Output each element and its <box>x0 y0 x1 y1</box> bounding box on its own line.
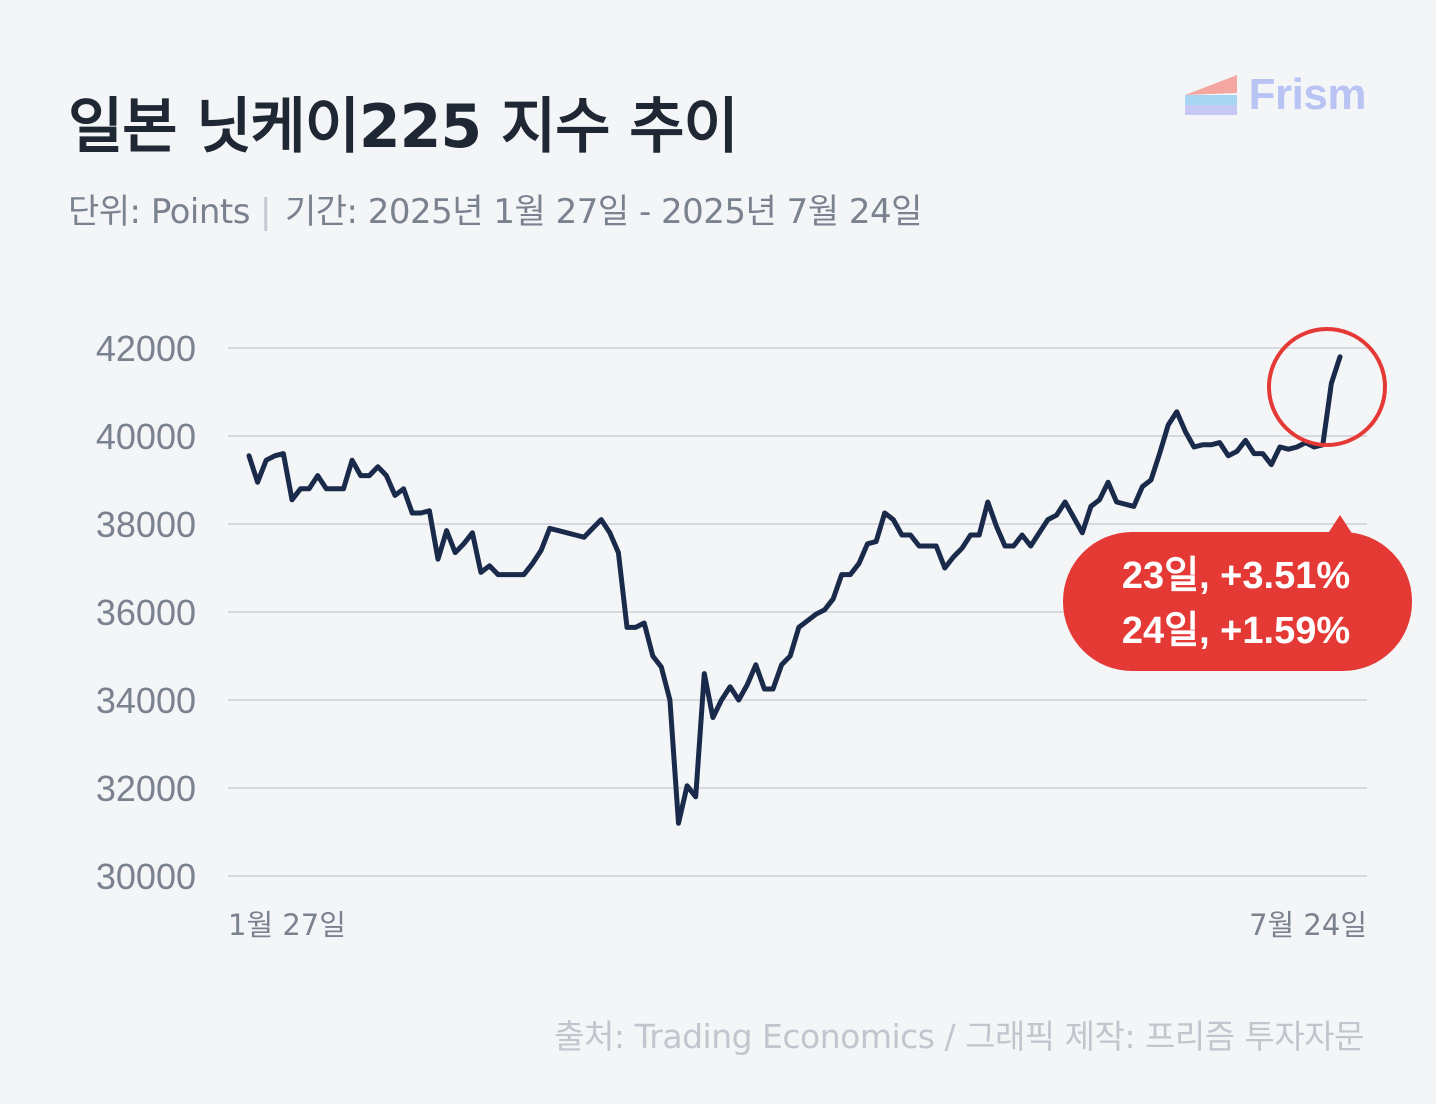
source-note: 출처: Trading Economics / 그래픽 제작: 프리즘 투자자문 <box>554 1017 1364 1056</box>
y-tick-label: 42000 <box>96 328 196 369</box>
y-tick-label: 36000 <box>96 592 196 633</box>
annotation-line-1: 23일, +3.51% <box>1122 555 1350 597</box>
y-axis-ticks: 42000 40000 38000 36000 34000 32000 30000 <box>96 328 196 897</box>
annotation-line-2: 24일, +1.59% <box>1122 610 1350 652</box>
subtitle: 단위: Points | 기간: 2025년 1월 27일 - 2025년 7월 2… <box>68 184 922 233</box>
logo-text: Frism <box>1248 70 1367 119</box>
period-label: 기간: 2025년 1월 27일 - 2025년 7월 24일 <box>284 192 922 232</box>
unit-label: 단위: Points <box>68 192 250 232</box>
separator: | <box>259 192 271 232</box>
y-tick-label: 30000 <box>96 856 196 897</box>
y-tick-label: 40000 <box>96 416 196 457</box>
callout-box <box>1063 532 1412 671</box>
x-tick-label: 1월 27일 <box>228 908 346 942</box>
annotation-callout: 23일, +3.51% 24일, +1.59% <box>1063 515 1412 671</box>
brand-logo: Frism <box>1183 70 1367 120</box>
x-axis-labels: 1월 27일 7월 24일 <box>228 908 1367 942</box>
x-tick-label: 7월 24일 <box>1249 908 1367 942</box>
page-title: 일본 닛케이225 지수 추이 <box>68 92 739 162</box>
y-tick-label: 34000 <box>96 680 196 721</box>
y-tick-label: 38000 <box>96 504 196 545</box>
highlight-circle <box>1267 327 1387 447</box>
y-tick-label: 32000 <box>96 768 196 809</box>
callout-pointer <box>1327 515 1353 535</box>
series-line <box>246 354 1343 826</box>
frism-logo-icon <box>1184 75 1237 115</box>
